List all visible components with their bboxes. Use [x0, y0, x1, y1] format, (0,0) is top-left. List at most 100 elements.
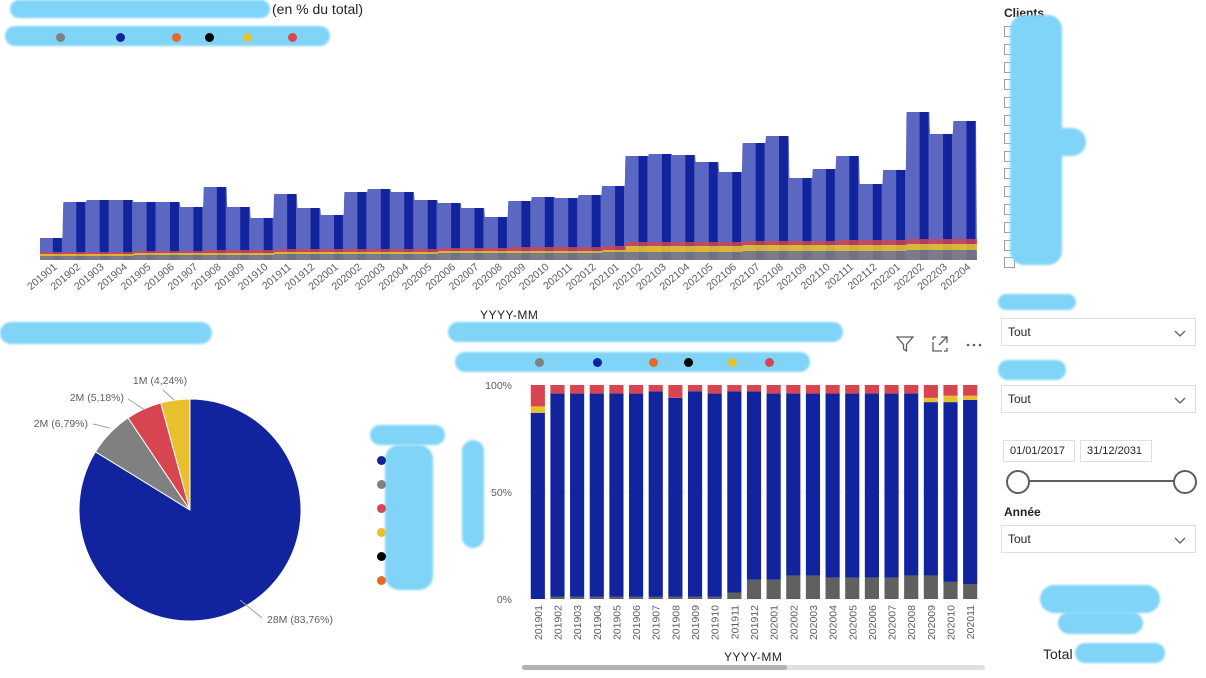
top-chart-stripe-yellow: [461, 251, 486, 253]
top-chart-stripe-yellow: [695, 246, 720, 252]
top-chart-stripe-gray: [789, 251, 814, 260]
slicer2-value: Tout: [1008, 392, 1031, 406]
top-chart-bar: [193, 207, 203, 260]
stacked-bar-segment: [530, 412, 545, 599]
client-checkbox[interactable]: [1004, 257, 1015, 269]
top-chart-stripe-red: [602, 246, 626, 250]
top-chart-bar: [708, 162, 718, 260]
pie-slice-label: 2M (5,18%): [70, 392, 124, 404]
top-chart-stripe-gray: [953, 250, 977, 260]
top-chart-stripe-yellow: [414, 252, 439, 254]
top-chart-stripe-gray: [297, 254, 322, 260]
bar-chart-x-tick: 201907: [651, 605, 663, 640]
top-chart-stripe-gray: [883, 251, 907, 260]
bar-chart-x-tick: 202005: [847, 605, 859, 640]
date-range-track: [1018, 480, 1186, 482]
slicer2-dropdown[interactable]: Tout: [1001, 385, 1196, 413]
top-chart-stripe-gray: [578, 253, 603, 260]
top-chart-bar: [966, 121, 976, 260]
top-chart-stripe-red: [40, 252, 64, 254]
annee-value: Tout: [1008, 532, 1031, 546]
pie-legend-dot-black: [377, 552, 386, 561]
redacted-pie-legend-title: [370, 425, 445, 445]
horizontal-scrollbar[interactable]: [522, 665, 985, 670]
date-range-handle-start[interactable]: [1006, 470, 1030, 494]
stacked-bar-segment: [609, 596, 624, 599]
top-chart-bar: [825, 169, 835, 260]
top-chart-stripe-yellow: [344, 252, 368, 254]
focus-mode-icon[interactable]: [928, 332, 952, 356]
top-chart-bar: [357, 192, 367, 260]
top-chart-stripe-yellow: [555, 251, 579, 253]
top-chart-stripe-gray: [531, 253, 556, 260]
bar-chart-x-tick: 202009: [926, 605, 938, 640]
annee-dropdown[interactable]: Tout: [1001, 525, 1196, 553]
more-options-icon[interactable]: [962, 332, 986, 356]
bar-chart-x-tick: 201909: [690, 605, 702, 640]
stacked-bar-segment: [805, 393, 821, 576]
top-chart-stripe-red: [555, 247, 579, 251]
pie-chart[interactable]: 28M (83,76%) 2M (6,79%) 2M (5,18%) 1M (4,24…: [0, 360, 370, 640]
top-chart-stripe-red: [625, 242, 650, 246]
bar-chart-y-tick: 0%: [497, 594, 512, 606]
top-chart-stripe-gray: [602, 252, 626, 260]
top-chart-stripe-yellow: [789, 245, 814, 251]
stacked-bar-segment: [550, 393, 565, 597]
top-chart-stripe-red: [742, 241, 767, 245]
scrollbar-thumb[interactable]: [522, 665, 787, 670]
bar-chart-x-tick: 201910: [710, 605, 722, 640]
stacked-bar-segment: [530, 406, 545, 413]
stacked-bar-segment: [805, 575, 821, 599]
top-chart-stripe-red: [157, 251, 181, 253]
date-end-input[interactable]: 31/12/2031: [1080, 440, 1152, 462]
top-area-chart[interactable]: 2019012019022019032019042019052019062019…: [0, 100, 990, 315]
top-chart-bar: [568, 198, 578, 260]
bar-legend-dot-blue: [593, 358, 602, 367]
top-chart-x-axis-title: YYYY-MM: [480, 308, 539, 322]
stacked-bar-segment: [943, 385, 958, 396]
bar-chart-x-tick: 201912: [749, 605, 761, 640]
top-chart-bar: [638, 156, 648, 260]
stacked-bar-segment: [786, 575, 801, 599]
stacked-bar-chart[interactable]: 100% 50% 0% 201901 201902 201903 201904 201905 2…: [470, 375, 990, 650]
slicer1-dropdown[interactable]: Tout: [1001, 318, 1196, 346]
top-chart-stripe-yellow: [250, 253, 275, 255]
top-chart-bar: [52, 238, 62, 260]
top-chart-stripe-yellow: [321, 252, 345, 254]
top-chart-stripe-red: [649, 242, 673, 246]
stacked-bar-segment: [629, 393, 644, 597]
top-chart-stripe-red: [953, 239, 977, 244]
stacked-bar-segment: [570, 385, 585, 394]
stacked-bar-segment: [746, 391, 762, 580]
top-chart-stripe-yellow: [297, 252, 322, 254]
stacked-bar-segment: [825, 577, 840, 599]
stacked-bar-segment: [963, 399, 978, 585]
bar-chart-x-tick: 202001: [769, 605, 781, 640]
date-start-input[interactable]: 01/01/2017: [1003, 440, 1075, 462]
top-chart-bar: [170, 202, 179, 260]
stacked-bar-segment: [864, 577, 879, 599]
top-chart-stripe-yellow: [133, 253, 158, 255]
top-chart-stripe-gray: [274, 254, 298, 260]
top-chart-stripe-yellow: [649, 246, 673, 252]
date-range-handle-end[interactable]: [1173, 470, 1197, 494]
chevron-down-icon: [1174, 537, 1186, 544]
top-chart-stripe-gray: [367, 254, 392, 260]
filter-icon[interactable]: [893, 332, 917, 356]
top-chart-stripe-red: [461, 248, 486, 251]
top-chart-bar: [872, 184, 882, 260]
top-chart-stripe-yellow: [531, 251, 556, 253]
stacked-bar-segment: [786, 385, 801, 394]
bar-chart-x-tick: 201911: [729, 605, 741, 639]
stacked-bar-segment: [845, 577, 860, 599]
top-chart-bar: [123, 200, 133, 260]
pie-slice: [160, 398, 191, 511]
chevron-down-icon: [1174, 397, 1186, 404]
top-chart-bar: [451, 203, 461, 260]
stacked-bar-segment: [766, 393, 781, 580]
top-chart-stripe-red: [883, 240, 907, 245]
stacked-bar-segment: [786, 393, 801, 576]
top-chart-stripe-red: [180, 251, 204, 253]
bar-chart-x-tick: 201905: [611, 605, 623, 640]
top-chart-stripe-gray: [157, 255, 181, 260]
